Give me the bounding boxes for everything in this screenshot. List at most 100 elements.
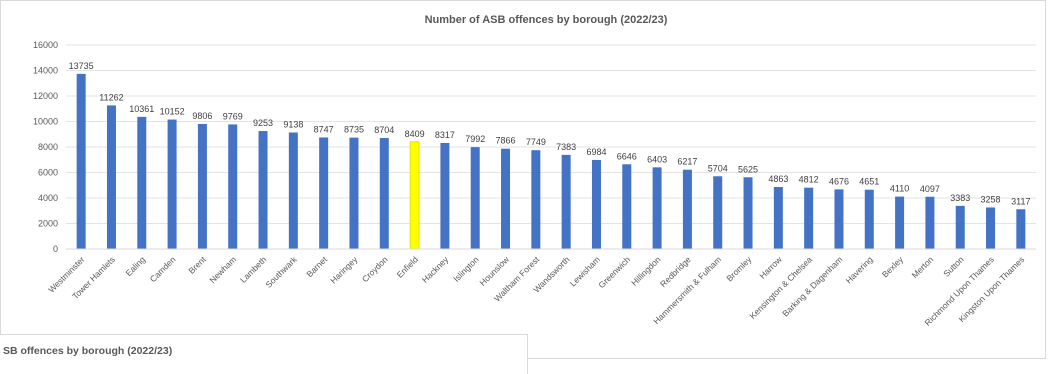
data-label: 7992: [465, 134, 485, 144]
data-label: 3117: [1011, 196, 1030, 206]
bar-bexley: [895, 196, 905, 249]
category-label: Greenwich: [596, 254, 632, 290]
data-label: 9253: [253, 118, 273, 128]
data-label: 8317: [435, 130, 455, 140]
category-label: Islington: [451, 254, 481, 284]
bar-westminster: [76, 73, 86, 249]
data-label: 13735: [69, 61, 94, 71]
category-label: Harrow: [757, 254, 784, 281]
chart-title: Number of ASB offences by borough (2022/…: [425, 14, 668, 26]
bar-haringey: [349, 137, 359, 249]
bar-camden: [167, 119, 177, 249]
y-tick-label: 0: [53, 244, 58, 254]
y-tick-label: 12000: [33, 91, 58, 101]
data-label: 5625: [738, 164, 758, 174]
y-tick-label: 16000: [33, 40, 58, 50]
category-label: Havering: [844, 254, 875, 285]
bar-richmond-upon-thames: [986, 207, 996, 249]
bar-islington: [470, 147, 480, 249]
data-label: 4110: [890, 184, 909, 194]
bar-lambeth: [258, 131, 268, 249]
category-label: Sutton: [941, 254, 966, 279]
bar-hackney: [440, 142, 450, 249]
bars: [76, 73, 1026, 250]
category-label: Brent: [186, 254, 208, 276]
bar-southwark: [288, 132, 298, 249]
bar-croydon: [379, 138, 389, 249]
data-label: 9138: [283, 119, 303, 129]
data-label: 6984: [586, 147, 606, 157]
bar-wandsworth: [561, 154, 571, 249]
bar-waltham-forest: [531, 150, 541, 249]
bar-kingston-upon-thames: [1016, 209, 1026, 249]
y-tick-label: 6000: [38, 168, 58, 178]
category-label: Bexley: [880, 254, 906, 280]
category-label: Hackney: [420, 254, 451, 285]
bar-tower-hamlets: [106, 105, 116, 249]
y-tick-label: 10000: [33, 117, 58, 127]
bar-merton: [925, 196, 935, 249]
data-label: 7866: [496, 136, 516, 146]
data-label: 7749: [526, 137, 546, 147]
data-label: 3258: [981, 194, 1001, 204]
bar-barking-dagenham: [834, 189, 844, 249]
bar-greenwich: [622, 164, 632, 249]
category-label: Enfield: [395, 254, 421, 280]
bar-hounslow: [501, 148, 511, 249]
category-label: Croydon: [360, 254, 390, 284]
gridlines: [66, 44, 1036, 250]
data-label: 8704: [374, 125, 394, 135]
data-label: 8409: [405, 129, 425, 139]
data-label: 10361: [129, 104, 154, 114]
data-label: 4812: [799, 175, 819, 185]
bar-hammersmith-fulham: [713, 176, 723, 249]
data-label: 7383: [556, 142, 576, 152]
bar-havering: [864, 189, 874, 249]
data-label: 6217: [677, 157, 697, 167]
bar-redbridge: [682, 169, 692, 249]
data-label: 4863: [768, 174, 788, 184]
data-label: 4097: [920, 184, 940, 194]
data-label: 6403: [647, 154, 667, 164]
category-label: Bromley: [724, 254, 754, 284]
bar-kensington-chelsea: [804, 187, 814, 249]
category-label: Lambeth: [238, 254, 269, 285]
data-label: 6646: [617, 151, 637, 161]
bar-barnet: [319, 137, 329, 249]
data-label: 4676: [829, 176, 849, 186]
y-tick-label: 2000: [38, 219, 58, 229]
bar-ealing: [137, 116, 147, 249]
secondary-chart-panel: SB offences by borough (2022/23): [0, 334, 528, 374]
data-label: 9806: [192, 111, 212, 121]
data-label: 11262: [99, 92, 123, 102]
bar-bromley: [743, 177, 753, 249]
data-label: 3383: [950, 193, 970, 203]
bar-sutton: [955, 205, 965, 249]
bar-newham: [228, 124, 238, 249]
category-label: Barnet: [304, 254, 329, 279]
bar-enfield: [409, 141, 420, 250]
data-label: 4651: [859, 177, 879, 187]
y-tick-label: 8000: [38, 142, 58, 152]
data-labels: 13735 11262 10361 10152 9806 9769 9253 9138 8747…: [69, 61, 1031, 206]
bar-chart: Number of ASB offences by borough (2022/…: [33, 14, 1036, 328]
data-label: 9769: [223, 111, 243, 121]
data-label: 8735: [344, 125, 364, 135]
bar-lewisham: [591, 159, 601, 249]
category-label: Camden: [148, 254, 178, 284]
bar-hillingdon: [652, 167, 662, 249]
data-label: 5704: [708, 163, 728, 173]
y-tick-label: 14000: [33, 66, 58, 76]
category-label: Southwark: [263, 254, 299, 290]
y-axis-tick-labels: 0 2000 4000 6000 8000 10000 12000 14000 16000: [33, 40, 58, 254]
category-label: Merton: [910, 254, 936, 280]
y-tick-label: 4000: [38, 193, 58, 203]
category-label: Haringey: [328, 254, 360, 286]
category-label: Newham: [207, 254, 238, 285]
bar-harrow: [773, 186, 783, 249]
category-label: Barking & Dagenham: [780, 254, 844, 318]
data-label: 10152: [160, 107, 185, 117]
data-label: 8747: [314, 124, 334, 134]
bar-brent: [197, 123, 207, 249]
